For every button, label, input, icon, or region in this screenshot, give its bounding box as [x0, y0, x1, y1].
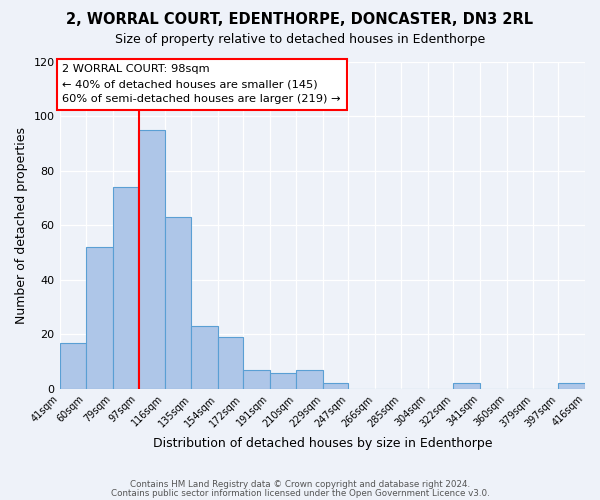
Text: 2, WORRAL COURT, EDENTHORPE, DONCASTER, DN3 2RL: 2, WORRAL COURT, EDENTHORPE, DONCASTER, …	[67, 12, 533, 28]
Bar	[191, 326, 218, 389]
Bar	[453, 384, 480, 389]
Text: 2 WORRAL COURT: 98sqm
← 40% of detached houses are smaller (145)
60% of semi-det: 2 WORRAL COURT: 98sqm ← 40% of detached …	[62, 64, 341, 104]
Text: Size of property relative to detached houses in Edenthorpe: Size of property relative to detached ho…	[115, 32, 485, 46]
Bar	[323, 384, 348, 389]
Bar	[164, 217, 191, 389]
Bar	[270, 372, 296, 389]
Text: Contains public sector information licensed under the Open Government Licence v3: Contains public sector information licen…	[110, 489, 490, 498]
Bar	[59, 342, 86, 389]
Bar	[86, 247, 113, 389]
Bar	[113, 187, 138, 389]
Bar	[243, 370, 270, 389]
Bar	[138, 130, 164, 389]
Bar	[559, 384, 585, 389]
Bar	[218, 337, 243, 389]
X-axis label: Distribution of detached houses by size in Edenthorpe: Distribution of detached houses by size …	[152, 437, 492, 450]
Y-axis label: Number of detached properties: Number of detached properties	[15, 126, 28, 324]
Bar	[296, 370, 323, 389]
Text: Contains HM Land Registry data © Crown copyright and database right 2024.: Contains HM Land Registry data © Crown c…	[130, 480, 470, 489]
